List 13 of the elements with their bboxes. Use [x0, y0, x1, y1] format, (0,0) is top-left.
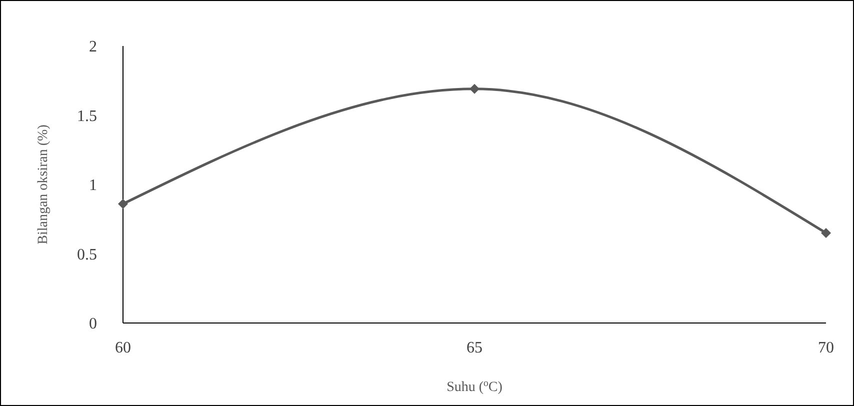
point	[470, 84, 480, 94]
y-tick-label: 0.5	[77, 246, 97, 264]
y-tick-label: 1.5	[77, 108, 97, 125]
y-tick-label: 2	[89, 38, 97, 56]
y-tick-label: 1	[89, 177, 97, 194]
x-tick-label: 70	[818, 339, 834, 356]
x-tick-label: 60	[115, 339, 131, 356]
y-axis-title: Bilangan oksiran (%)	[36, 124, 51, 244]
point	[821, 228, 831, 238]
x-tick-label: 65	[466, 339, 482, 356]
point	[118, 198, 128, 209]
x-axis-title: Suhu ($^{o}$C)	[446, 378, 503, 395]
y-tick-label: 0	[89, 316, 97, 333]
